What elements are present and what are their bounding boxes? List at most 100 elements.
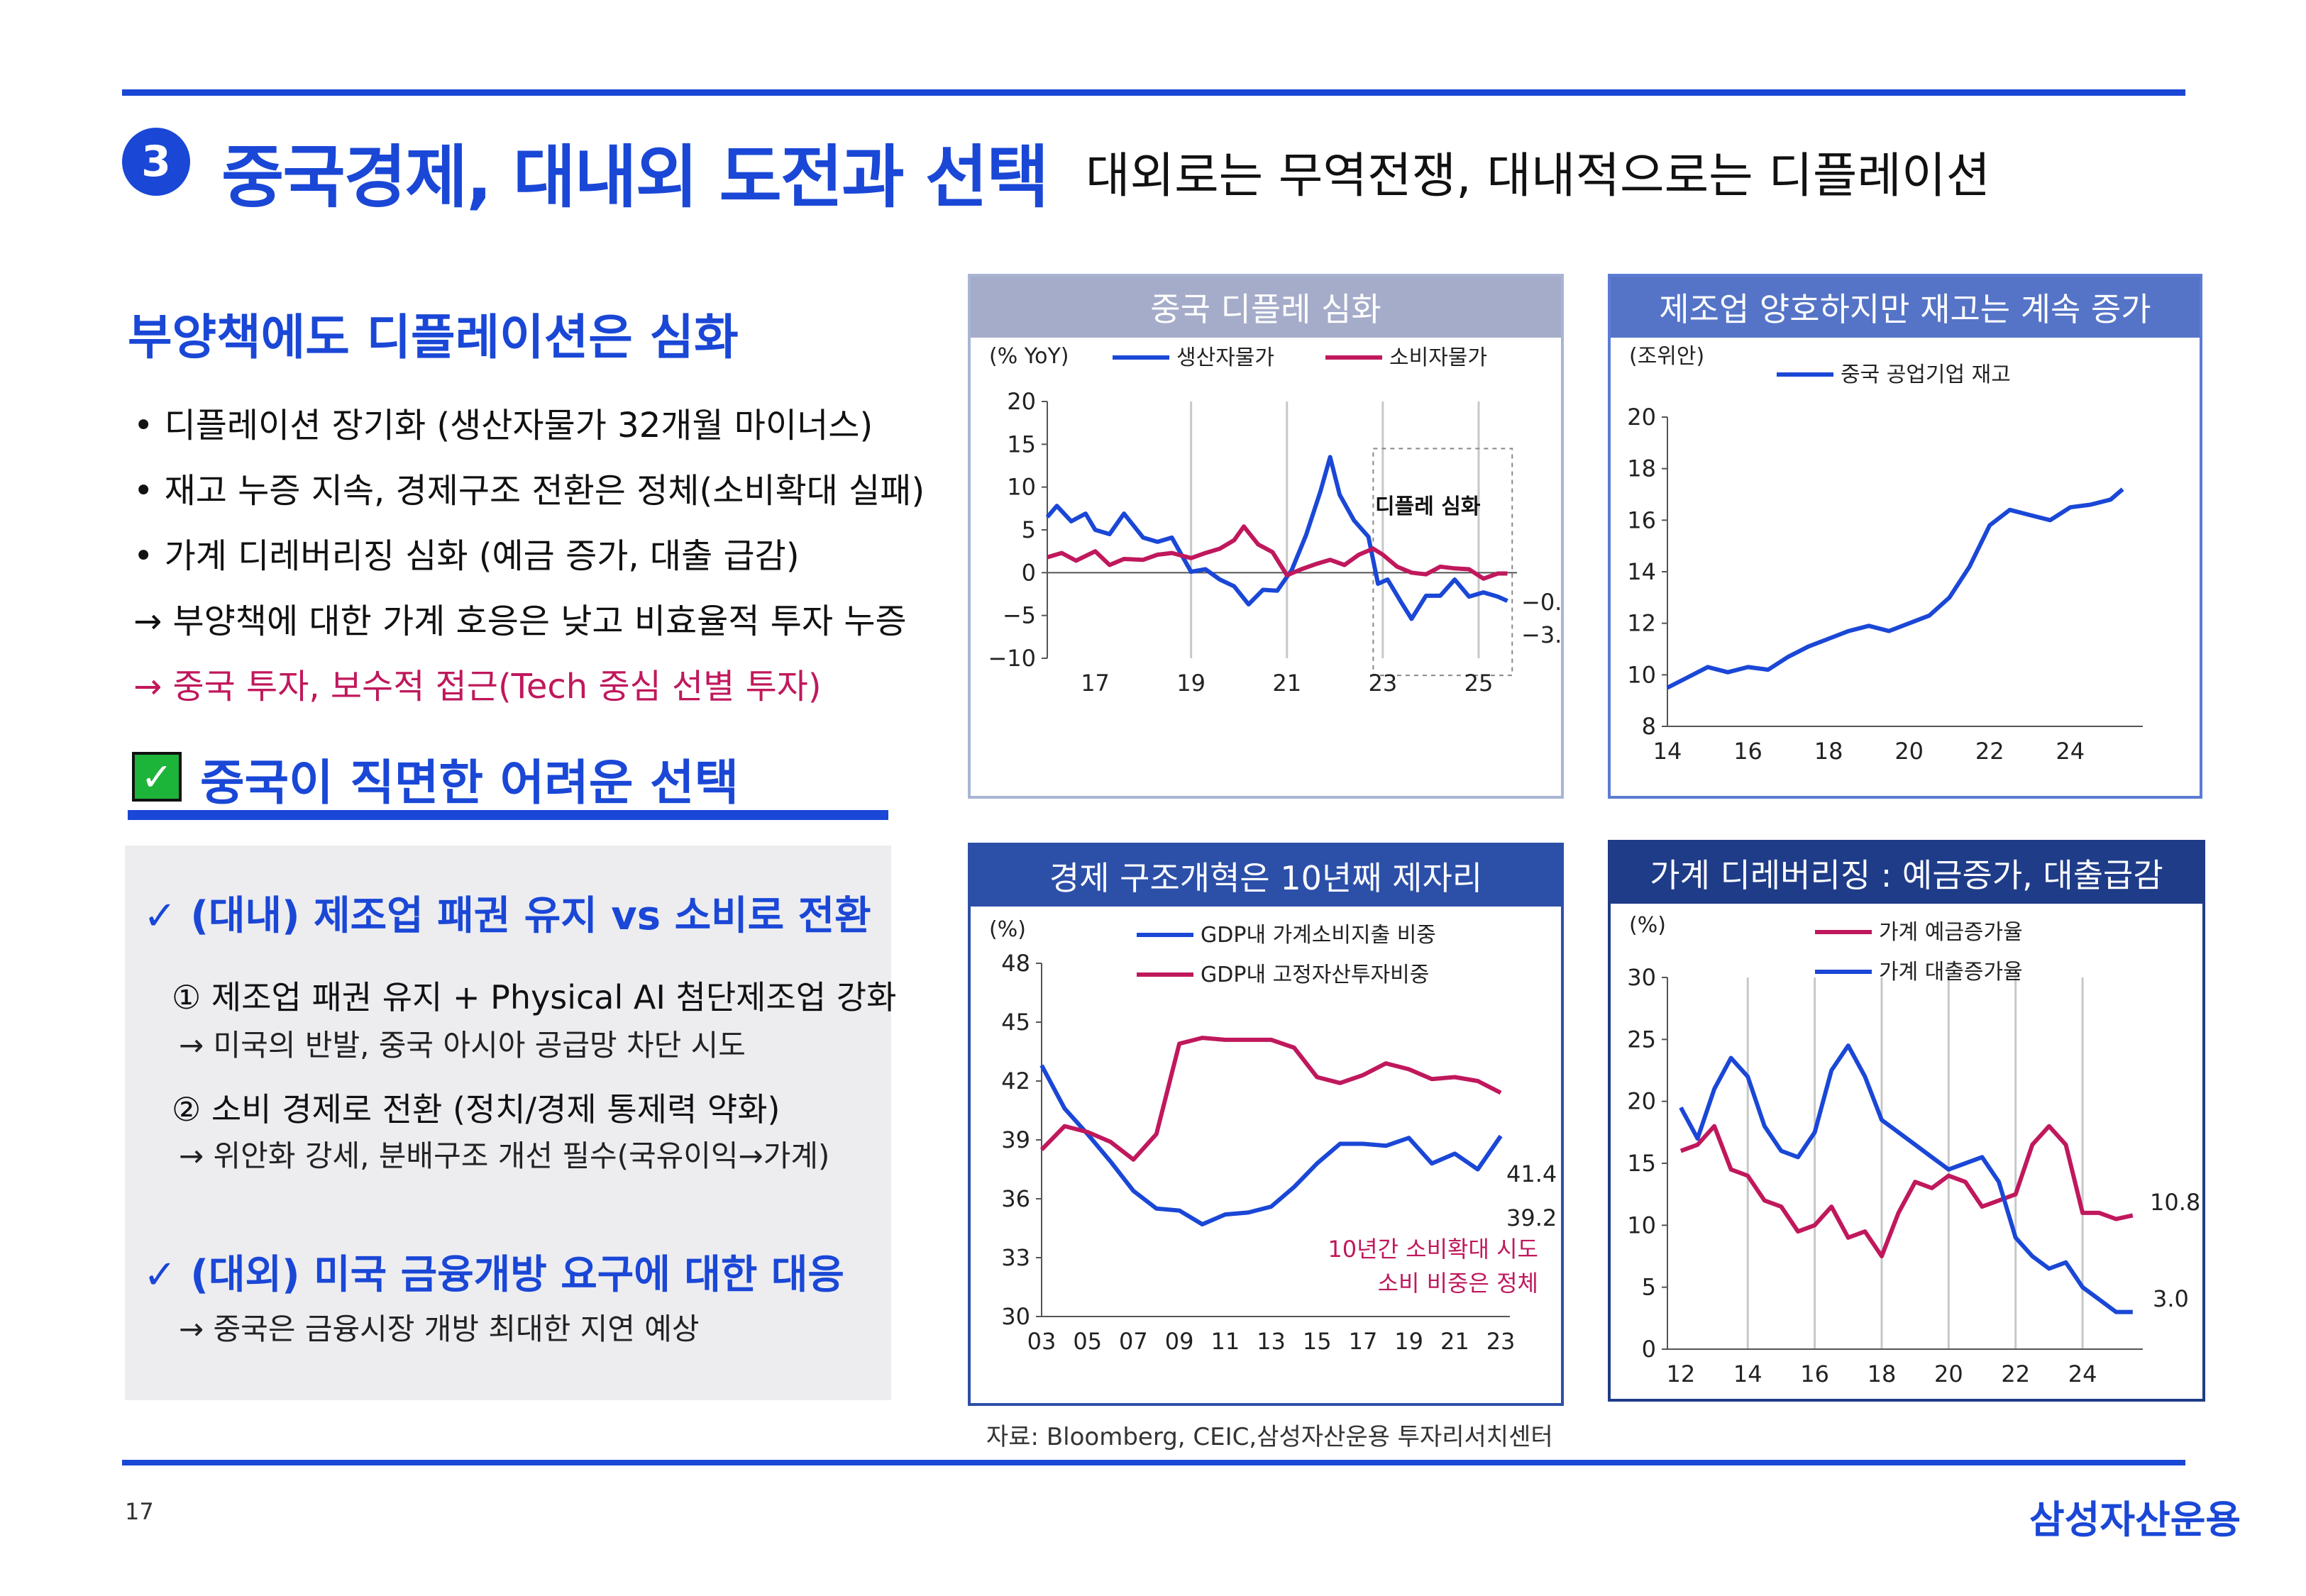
- y-tick-label: 10: [1627, 1212, 1656, 1238]
- x-tick-label: 03: [1027, 1328, 1057, 1355]
- bullet-2: • 재고 누증 지속, 경제구조 전환은 정체(소비확대 실패): [133, 471, 925, 511]
- y-tick-label: 18: [1627, 455, 1656, 482]
- legend-label: GDP내 고정자산투자비중: [1201, 963, 1429, 987]
- x-tick-label: 17: [1081, 670, 1110, 697]
- data-label: −0.1: [1521, 589, 1561, 616]
- check-heading-underline: [128, 810, 888, 820]
- data-label: −3.3: [1521, 621, 1561, 648]
- y-tick-label: 25: [1627, 1026, 1656, 1053]
- x-tick-label: 24: [2056, 738, 2085, 765]
- source-note: 자료: Bloomberg, CEIC,삼성자산운용 투자리서치센터: [986, 1423, 1553, 1451]
- x-tick-label: 19: [1176, 670, 1206, 697]
- x-tick-label: 12: [1667, 1361, 1696, 1387]
- x-tick-label: 11: [1210, 1328, 1240, 1355]
- chart-title: 가계 디레버리징 : 예금증가, 대출급감: [1611, 843, 2202, 904]
- choice-item-2-note: → 위안화 강세, 분배구조 개선 필수(국유이익→가계): [179, 1138, 830, 1173]
- y-tick-label: 33: [1001, 1244, 1030, 1271]
- chart-title: 중국 디플레 심화: [971, 277, 1561, 338]
- x-tick-label: 14: [1653, 738, 1682, 765]
- x-tick-label: 05: [1073, 1328, 1102, 1355]
- x-tick-label: 15: [1303, 1328, 1332, 1355]
- unit-label: (조위안): [1629, 344, 1704, 369]
- legend-label: 가계 대출증가율: [1879, 960, 2023, 985]
- x-tick-label: 20: [1934, 1361, 1963, 1387]
- series-line: [1047, 524, 1508, 581]
- y-tick-label: 5: [1022, 516, 1036, 543]
- x-tick-label: 18: [1868, 1361, 1897, 1387]
- legend-label: 가계 예금증가율: [1879, 920, 2023, 945]
- series-line: [1679, 1124, 2134, 1258]
- x-tick-label: 19: [1394, 1328, 1423, 1355]
- domestic-choice-heading: ✓ (대내) 제조업 패권 유지 vs 소비로 전환: [143, 893, 871, 939]
- left-heading: 부양책에도 디플레이션은 심화: [128, 310, 739, 366]
- series-line: [1679, 1043, 2133, 1314]
- x-tick-label: 24: [2068, 1361, 2097, 1387]
- y-tick-label: 42: [1001, 1068, 1030, 1095]
- x-tick-label: 22: [2001, 1361, 2030, 1387]
- y-tick-label: 0: [1642, 1336, 1656, 1363]
- chart-panel-deflation: 중국 디플레 심화 (% YoY) 20 15 10 5 0 −5 −10 17 19 21 23 25…: [968, 274, 1564, 799]
- choice-item-1: ① 제조업 패권 유지 + Physical AI 첨단제조업 강화: [172, 978, 897, 1016]
- data-label: 39.2: [1506, 1204, 1557, 1231]
- legend-label: 중국 공업기업 재고: [1841, 362, 2011, 387]
- chart-deflation: (% YoY) 20 15 10 5 0 −5 −10 17 19 21 23 25 생산자물가 소비자물가…: [988, 344, 1561, 697]
- y-tick-label: 5: [1642, 1274, 1656, 1301]
- legend-label: 소비자물가: [1389, 345, 1487, 370]
- x-tick-label: 18: [1814, 738, 1843, 765]
- unit-label: (% YoY): [989, 344, 1069, 369]
- chart-title: 제조업 양호하지만 재고는 계속 증가: [1611, 277, 2200, 338]
- legend-label: GDP내 가계소비지출 비중: [1201, 923, 1436, 948]
- y-tick-label: 0: [1022, 559, 1036, 586]
- y-tick-label: 45: [1001, 1009, 1030, 1036]
- data-label: 3.0: [2153, 1285, 2189, 1312]
- x-tick-label: 20: [1894, 738, 1924, 765]
- brand-logo-text: 삼성자산운용: [2029, 1497, 2241, 1542]
- y-tick-label: 15: [1007, 431, 1036, 458]
- checkbox-icon: ✓: [132, 752, 182, 802]
- chart-title: 경제 구조개혁은 10년째 제자리: [971, 846, 1561, 907]
- x-tick-label: 17: [1349, 1328, 1378, 1355]
- x-tick-label: 23: [1486, 1328, 1516, 1355]
- data-label: 41.4: [1506, 1160, 1557, 1187]
- choices-box: ✓ (대내) 제조업 패권 유지 vs 소비로 전환 ① 제조업 패권 유지 +…: [125, 846, 896, 1400]
- y-tick-label: 30: [1001, 1303, 1030, 1330]
- annotation: 10년간 소비확대 시도: [1328, 1236, 1538, 1263]
- data-label: 10.8: [2150, 1189, 2200, 1216]
- x-tick-label: 22: [1975, 738, 2004, 765]
- tick-icon: ✓: [143, 1252, 177, 1298]
- x-tick-label: 25: [1464, 670, 1494, 697]
- page-title: 중국경제, 대내외 도전과 선택: [221, 138, 1049, 217]
- chart-panel-inventory: 제조업 양호하지만 재고는 계속 증가 (조위안) 20 18 16 14 12 10 8 14…: [1608, 274, 2202, 799]
- page-number: 17: [125, 1498, 154, 1525]
- series-line: [1666, 487, 2124, 690]
- annotation: 디플레 심화: [1375, 494, 1481, 519]
- tick-icon: ✓: [143, 893, 177, 939]
- y-tick-label: 48: [1001, 950, 1030, 977]
- chart-deleveraging: (%) 30 25 20 15 10 5 0 12 14 16 18 20 22 24 가계 예금증가율가계 …: [1627, 913, 2200, 1387]
- y-tick-label: 8: [1642, 713, 1656, 740]
- x-tick-label: 09: [1165, 1328, 1194, 1355]
- choice-item-1-note: → 미국의 반발, 중국 아시아 공급망 차단 시도: [179, 1028, 746, 1063]
- annotation: 소비 비중은 정체: [1378, 1270, 1538, 1297]
- y-tick-label: 39: [1001, 1126, 1030, 1153]
- chart-panel-deleveraging: 가계 디레버리징 : 예금증가, 대출급감 (%) 30 25 20 15 10 5 0 12 1…: [1608, 840, 2205, 1402]
- x-tick-label: 13: [1257, 1328, 1286, 1355]
- series-line: [1039, 1036, 1502, 1162]
- bullet-5: → 중국 투자, 보수적 접근(Tech 중심 선별 투자): [133, 667, 822, 706]
- top-rule: [122, 89, 2185, 96]
- page-subtitle: 대외로는 무역전쟁, 대내적으로는 디플레이션: [1086, 148, 1991, 204]
- y-tick-label: 14: [1627, 558, 1656, 585]
- y-tick-label: 30: [1627, 964, 1656, 991]
- x-tick-label: 23: [1368, 670, 1397, 697]
- y-tick-label: −5: [1003, 602, 1036, 629]
- choice-item-2: ② 소비 경제로 전환 (정치/경제 통제력 약화): [172, 1090, 780, 1129]
- series-line: [1039, 1064, 1503, 1226]
- y-tick-label: 10: [1627, 661, 1656, 688]
- x-tick-label: 14: [1733, 1361, 1762, 1387]
- y-tick-label: 36: [1001, 1185, 1030, 1212]
- y-tick-label: −10: [988, 645, 1036, 672]
- unit-label: (%): [989, 917, 1026, 942]
- x-tick-label: 16: [1733, 738, 1762, 765]
